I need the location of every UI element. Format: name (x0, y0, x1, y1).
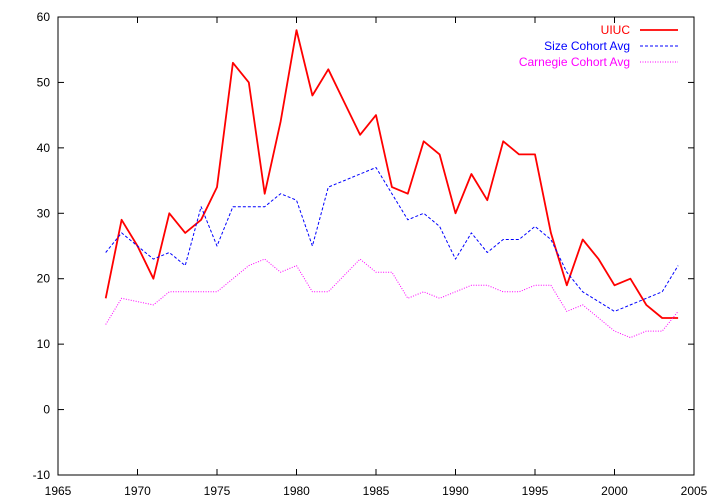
x-tick-label: 1990 (442, 484, 469, 498)
x-axis: 1965 1970 1975 1980 1985 1990 1995 2000 2005 (45, 17, 708, 498)
x-tick-label: 2000 (601, 484, 628, 498)
y-tick-label: 0 (43, 403, 50, 417)
x-tick-label: 1975 (204, 484, 231, 498)
x-tick-label: 1980 (283, 484, 310, 498)
x-tick-label: 1965 (45, 484, 72, 498)
x-tick-label: 1995 (522, 484, 549, 498)
series-line-uiuc (104, 29, 679, 319)
legend-label: Size Cohort Avg (544, 39, 630, 53)
y-tick-label: 40 (37, 141, 51, 155)
plot-border (57, 16, 695, 476)
y-tick-label: 60 (37, 10, 51, 24)
y-tick-label: 20 (37, 272, 51, 286)
series-line-size-cohort-avg (105, 167, 679, 312)
y-tick-label: 30 (37, 206, 51, 220)
legend-label: Carnegie Cohort Avg (519, 55, 630, 69)
series-line-carnegie-cohort-avg (105, 258, 679, 339)
legend: UIUC Size Cohort Avg Carnegie Cohort Avg (519, 23, 678, 69)
legend-label: UIUC (601, 23, 631, 37)
y-tick-label: -10 (33, 468, 51, 482)
x-tick-label: 2005 (681, 484, 708, 498)
series-layer (104, 29, 679, 339)
x-tick-label: 1970 (124, 484, 151, 498)
plot-frame (57, 16, 695, 476)
y-tick-label: 50 (37, 75, 51, 89)
y-axis: -10 0 10 20 30 40 50 60 (33, 10, 694, 482)
y-tick-label: 10 (37, 337, 51, 351)
x-tick-label: 1985 (363, 484, 390, 498)
